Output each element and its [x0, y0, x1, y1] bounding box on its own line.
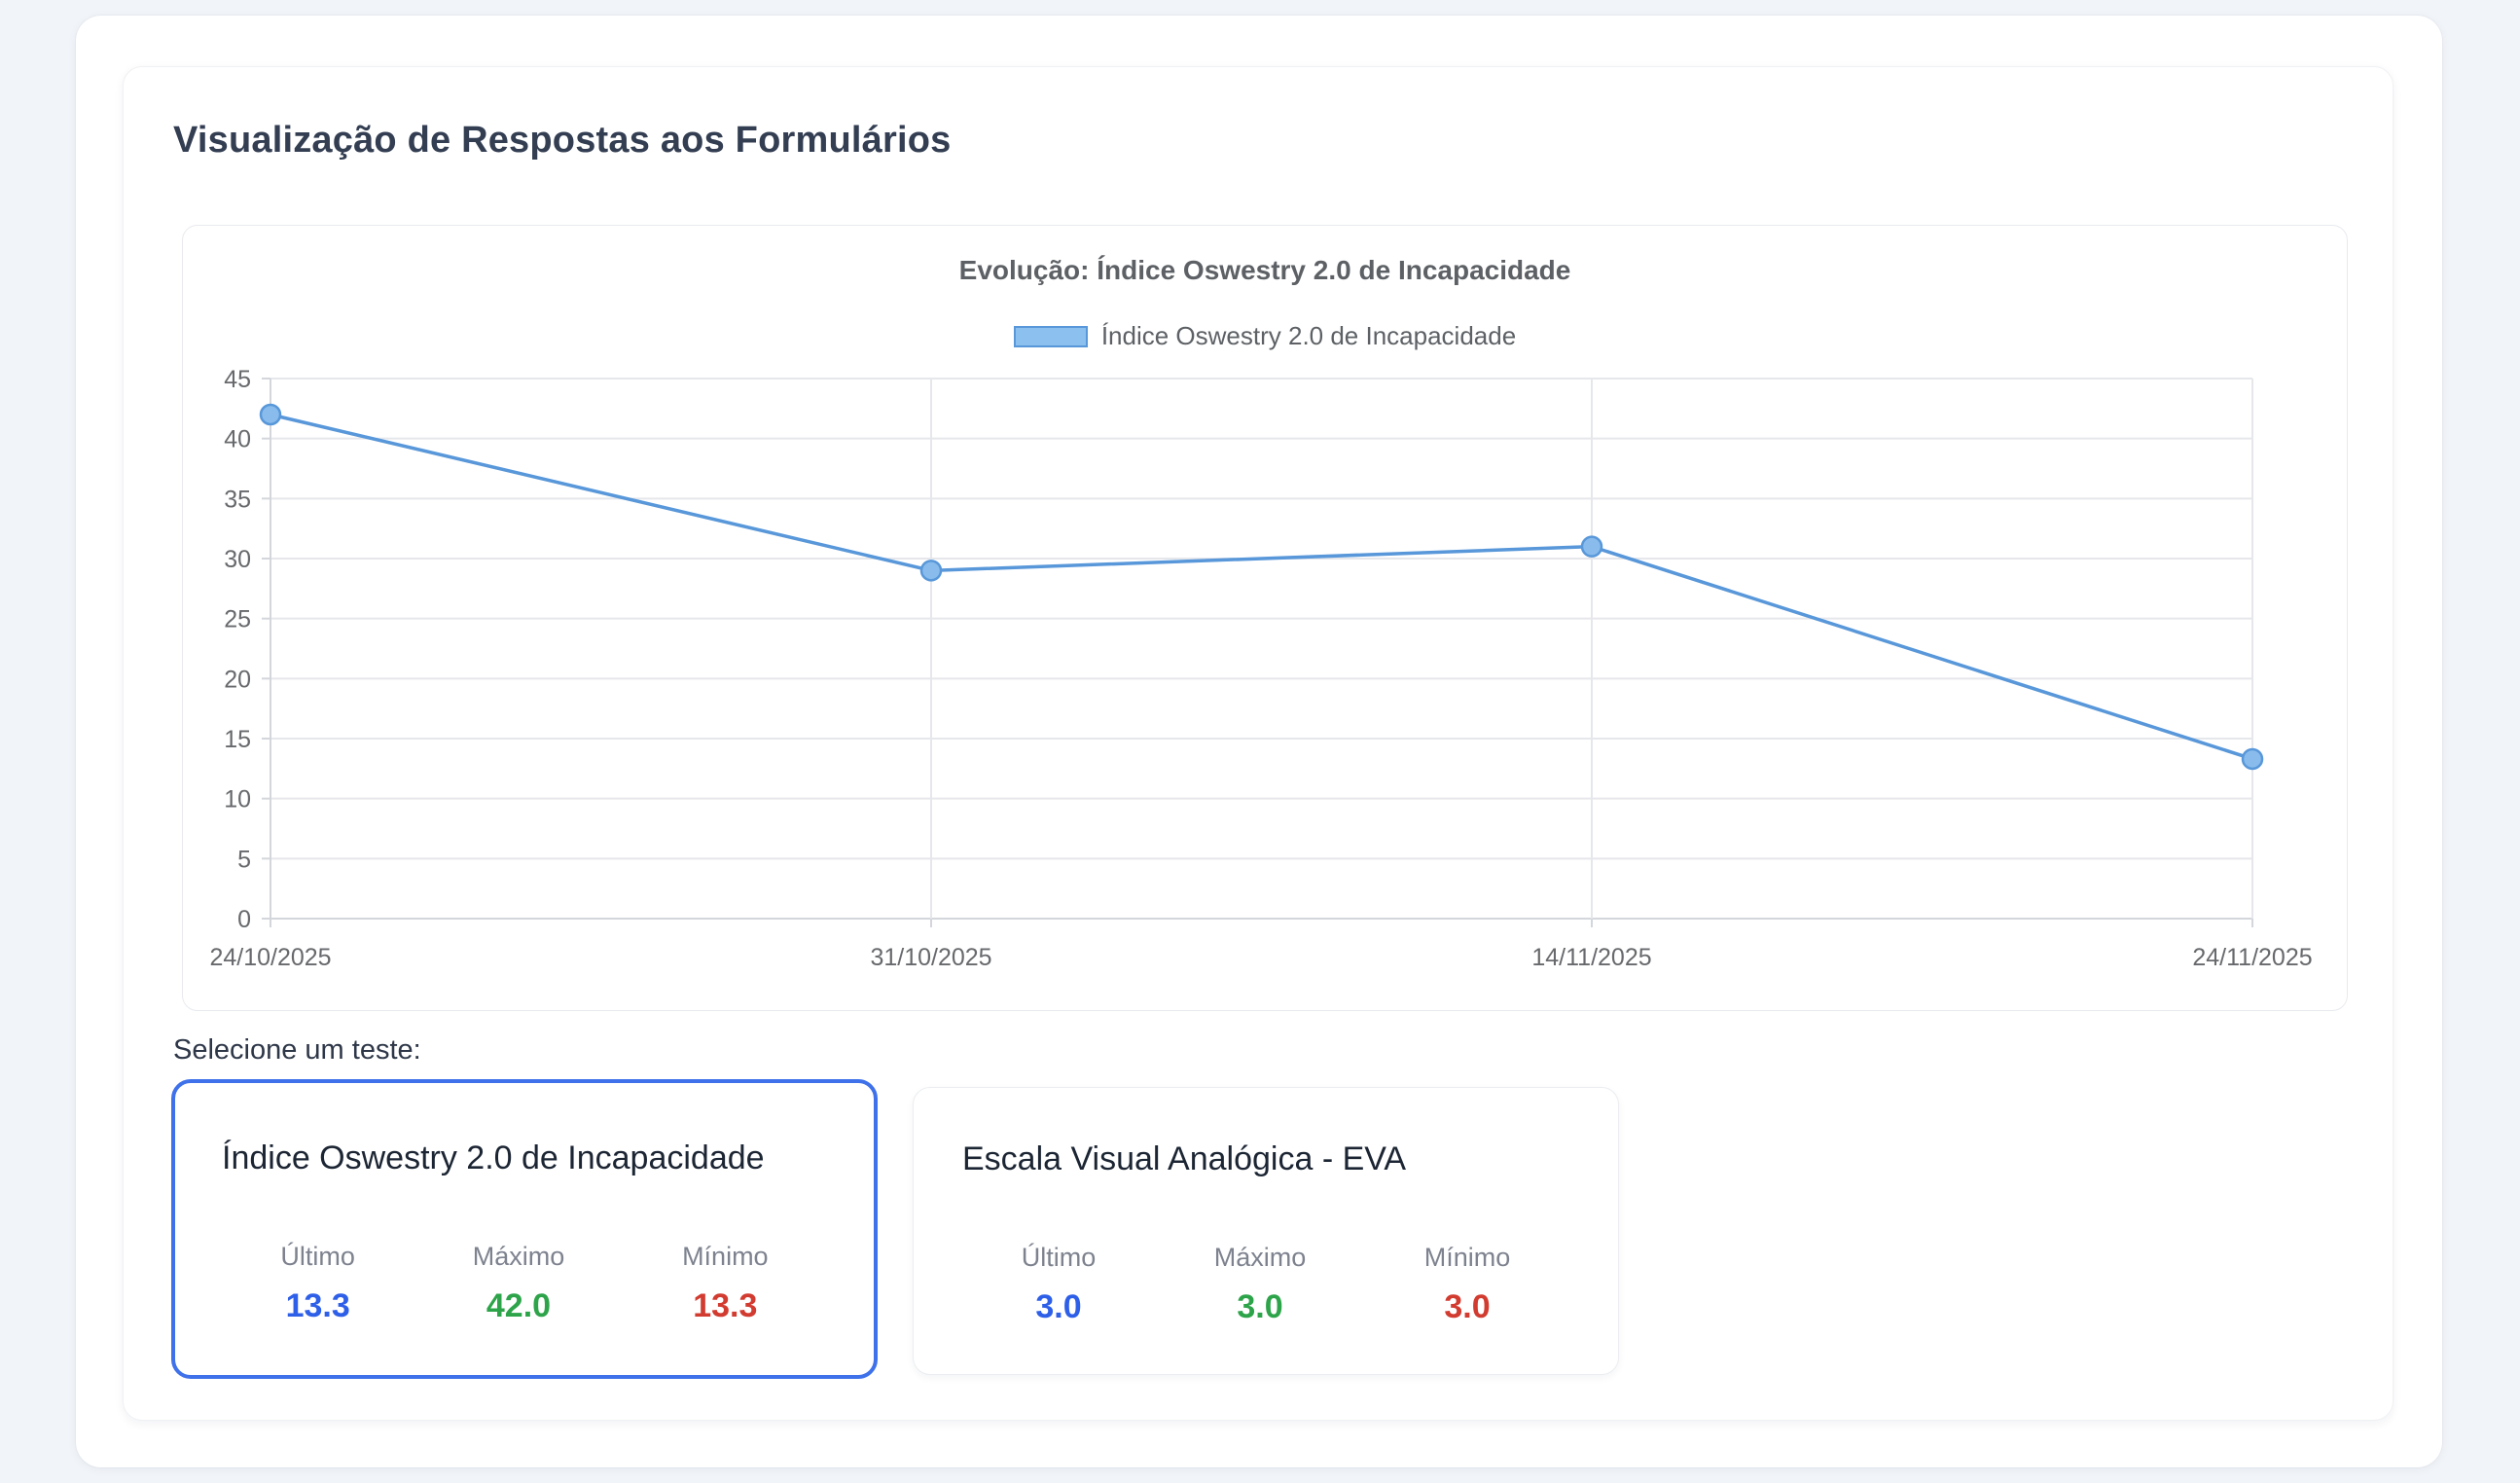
data-point[interactable]: [2241, 747, 2264, 771]
stat-value: 13.3: [693, 1287, 758, 1324]
stat-ultimo: Último 13.3: [280, 1242, 355, 1325]
chart-plot[interactable]: 0 5 10 15 20 25 30 35 40 45 24/10/2025 31/10/2025 14…: [209, 366, 2312, 971]
y-axis-tick-label: 30: [224, 546, 251, 573]
stat-value: 3.0: [1237, 1288, 1283, 1325]
test-cards-row: Índice Oswestry 2.0 de Incapacidade Últi…: [171, 1079, 1619, 1379]
page-container: Visualização de Respostas aos Formulário…: [76, 16, 2442, 1467]
x-axis-tick-label: 24/11/2025: [2192, 944, 2312, 971]
stat-ultimo: Último 3.0: [1022, 1243, 1097, 1326]
data-point[interactable]: [919, 560, 943, 582]
x-axis-tick-label: 31/10/2025: [870, 944, 991, 971]
y-axis-tick-label: 10: [224, 786, 251, 814]
x-axis-tick-label: 24/10/2025: [209, 944, 331, 971]
select-test-label: Selecione um teste:: [173, 1034, 421, 1066]
stat-label: Máximo: [472, 1242, 565, 1271]
stat-label: Máximo: [1213, 1243, 1307, 1272]
stat-minimo: Mínimo 13.3: [682, 1242, 769, 1325]
series-line: [270, 413, 2253, 761]
stat-maximo: Máximo 42.0: [473, 1242, 565, 1325]
stat-label: Mínimo: [1423, 1243, 1511, 1272]
y-axis-tick-label: 45: [224, 366, 251, 393]
test-card-title: Escala Visual Analógica - EVA: [962, 1140, 1407, 1177]
stat-value: 13.3: [285, 1287, 350, 1324]
stat-label: Mínimo: [682, 1242, 769, 1271]
stat-label: Último: [1021, 1243, 1097, 1272]
data-point[interactable]: [1580, 535, 1603, 558]
test-card-title: Índice Oswestry 2.0 de Incapacidade: [222, 1139, 765, 1176]
y-axis-tick-label: 40: [224, 426, 251, 453]
legend-swatch: [1013, 325, 1088, 347]
y-axis-tick-label: 0: [237, 906, 251, 933]
stat-minimo: Mínimo 3.0: [1424, 1243, 1511, 1326]
test-card-oswestry[interactable]: Índice Oswestry 2.0 de Incapacidade Últi…: [171, 1079, 878, 1379]
stat-value: 3.0: [1035, 1288, 1082, 1325]
stat-maximo: Máximo 3.0: [1214, 1243, 1307, 1326]
y-axis-tick-label: 20: [224, 666, 251, 693]
y-axis-tick-label: 5: [237, 846, 251, 873]
chart-title: Evolução: Índice Oswestry 2.0 de Incapac…: [958, 255, 1571, 285]
y-axis-tick-label: 15: [224, 726, 251, 753]
chart-legend-item[interactable]: Índice Oswestry 2.0 de Incapacidade: [183, 321, 2347, 351]
test-card-stats: Último 13.3 Máximo 42.0 Mínimo 13.3: [222, 1242, 827, 1325]
legend-label: Índice Oswestry 2.0 de Incapacidade: [1100, 321, 1517, 350]
test-card-stats: Último 3.0 Máximo 3.0 Mínimo 3.0: [962, 1243, 1569, 1326]
chart-panel: Evolução: Índice Oswestry 2.0 de Incapac…: [182, 225, 2348, 1011]
stat-label: Último: [280, 1242, 355, 1271]
stat-value: 3.0: [1444, 1288, 1491, 1325]
data-point[interactable]: [259, 403, 282, 426]
y-axis-tick-label: 35: [224, 486, 251, 513]
stat-value: 42.0: [486, 1287, 552, 1324]
test-card-eva[interactable]: Escala Visual Analógica - EVA Último 3.0…: [913, 1087, 1619, 1375]
content-card: Visualização de Respostas aos Formulário…: [123, 66, 2394, 1421]
y-axis-tick-label: 25: [224, 606, 251, 633]
x-axis-tick-label: 14/11/2025: [1531, 944, 1651, 971]
page-title: Visualização de Respostas aos Formulário…: [173, 120, 952, 161]
